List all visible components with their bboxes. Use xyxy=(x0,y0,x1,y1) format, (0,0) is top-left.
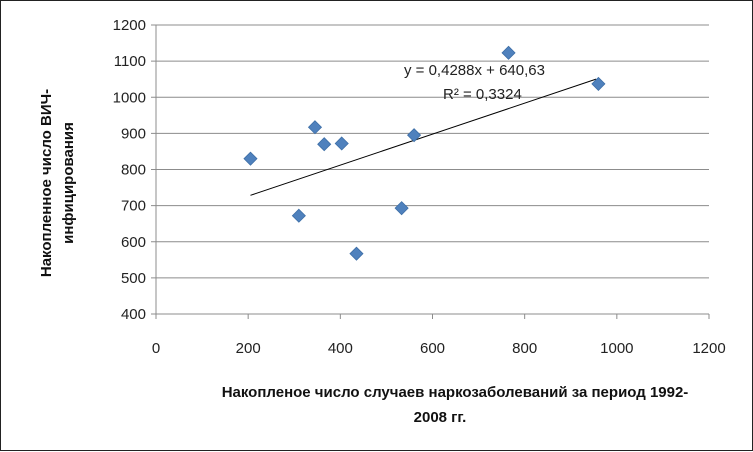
data-point-9 xyxy=(501,45,516,60)
y-tick-label: 400 xyxy=(121,306,146,323)
y-axis-title-line-2: инфицирования xyxy=(60,122,77,244)
y-axis-title-line-1: Накопленное число ВИЧ- xyxy=(38,89,55,277)
x-axis-title-line-2: 2008 гг. xyxy=(414,409,467,426)
y-tick-label: 1200 xyxy=(113,17,146,34)
x-tick-label: 600 xyxy=(420,340,445,357)
data-point-7 xyxy=(394,201,409,216)
data-point-10 xyxy=(591,76,606,91)
data-point-1 xyxy=(243,151,258,166)
x-tick-label: 400 xyxy=(328,340,353,357)
data-point-4 xyxy=(317,137,332,152)
y-tick-label: 600 xyxy=(121,234,146,251)
x-tick-label: 1200 xyxy=(692,340,725,357)
x-axis-title-line-1: Накопленое число случаев наркозаболевани… xyxy=(222,384,689,401)
data-point-3 xyxy=(307,120,323,135)
data-point-8 xyxy=(407,128,422,143)
y-tick-label: 500 xyxy=(121,270,146,287)
y-tick-label: 700 xyxy=(121,198,146,215)
x-tick-label: 0 xyxy=(152,340,160,357)
x-tick-labels: 0 200 400 600 800 1000 1200 xyxy=(152,340,726,357)
x-tick-label: 800 xyxy=(512,340,537,357)
axes xyxy=(155,25,710,319)
gridlines xyxy=(151,24,709,315)
r-squared-label: R² = 0,3324 xyxy=(443,86,522,103)
data-point-6 xyxy=(349,246,364,261)
y-tick-labels: 400 500 600 700 800 900 1000 1100 1200 xyxy=(113,17,146,323)
y-tick-label: 1100 xyxy=(114,53,146,70)
data-point-5 xyxy=(334,136,349,151)
y-tick-label: 800 xyxy=(121,162,146,179)
x-tick-label: 1000 xyxy=(600,340,633,357)
y-tick-label: 1000 xyxy=(113,89,146,106)
trendline-equation: y = 0,4288x + 640,63 xyxy=(404,62,545,79)
y-tick-label: 900 xyxy=(121,125,146,142)
data-points xyxy=(243,45,606,261)
data-point-2 xyxy=(291,208,306,223)
trendline xyxy=(250,78,597,196)
x-tick-label: 200 xyxy=(236,340,261,357)
trendline-group xyxy=(250,78,597,196)
